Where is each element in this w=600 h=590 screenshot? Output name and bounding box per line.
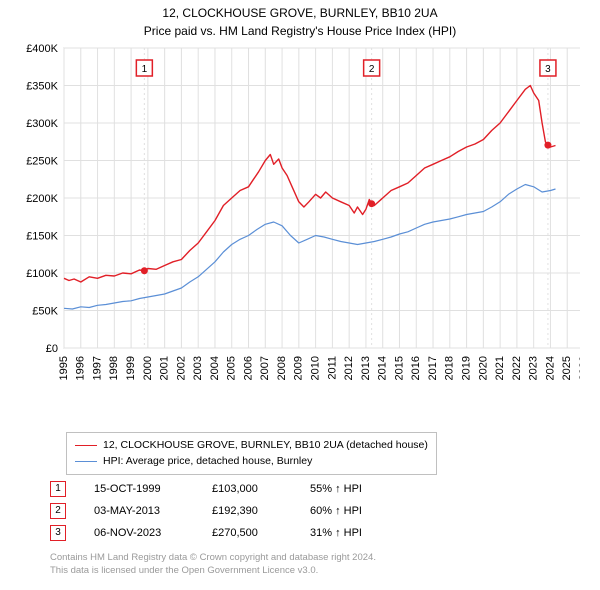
- y-tick-label: £400K: [26, 43, 58, 55]
- chart-title-line1: 12, CLOCKHOUSE GROVE, BURNLEY, BB10 2UA: [0, 0, 600, 22]
- x-tick-label: 2001: [159, 356, 171, 380]
- sale-point-marker: [141, 267, 148, 274]
- legend-swatch-hpi: [75, 461, 97, 462]
- sales-row: 2 03-MAY-2013 £192,390 60% ↑ HPI: [50, 500, 390, 522]
- legend-item-property: 12, CLOCKHOUSE GROVE, BURNLEY, BB10 2UA …: [75, 438, 428, 454]
- x-tick-label: 2010: [310, 356, 322, 380]
- y-tick-label: £300K: [26, 118, 58, 130]
- sales-row: 3 06-NOV-2023 £270,500 31% ↑ HPI: [50, 522, 390, 544]
- y-tick-label: £50K: [32, 305, 58, 317]
- price-chart: £0 £50K £100K £150K £200K £250K £300K £350K £400…: [20, 38, 580, 428]
- x-tick-label: 2019: [460, 356, 472, 380]
- y-tick-label: £200K: [26, 193, 58, 205]
- legend-label-hpi: HPI: Average price, detached house, Burn…: [103, 454, 312, 470]
- sale-marker-flag: 2: [369, 64, 375, 75]
- x-tick-label: 2013: [360, 356, 372, 380]
- x-tick-label: 2006: [242, 356, 254, 380]
- x-tick-label: 2008: [276, 356, 288, 380]
- x-tick-label: 2020: [477, 356, 489, 380]
- y-tick-label: £250K: [26, 155, 58, 167]
- sale-price: £192,390: [212, 505, 282, 517]
- x-tick-label: 1999: [125, 356, 137, 380]
- sales-table: 1 15-OCT-1999 £103,000 55% ↑ HPI 2 03-MAY-201…: [50, 478, 390, 544]
- y-tick-label: £0: [46, 343, 58, 355]
- x-tick-label: 2003: [192, 356, 204, 380]
- legend-swatch-property: [75, 445, 97, 446]
- x-tick-label: 2022: [511, 356, 523, 380]
- sale-price: £103,000: [212, 483, 282, 495]
- x-tick-label: 1997: [91, 356, 103, 380]
- x-tick-label: 2026: [578, 356, 580, 380]
- chart-title-line2: Price paid vs. HM Land Registry's House …: [0, 22, 600, 38]
- sale-vs-hpi: 55% ↑ HPI: [310, 483, 390, 495]
- sale-marker-icon: 2: [50, 503, 66, 519]
- chart-container: £0 £50K £100K £150K £200K £250K £300K £350K £400…: [20, 38, 580, 428]
- sale-date: 06-NOV-2023: [94, 527, 184, 539]
- legend-label-property: 12, CLOCKHOUSE GROVE, BURNLEY, BB10 2UA …: [103, 438, 428, 454]
- sale-marker-icon: 1: [50, 481, 66, 497]
- x-tick-label: 1996: [75, 356, 87, 380]
- sale-marker-icon: 3: [50, 525, 66, 541]
- footnote-line2: This data is licensed under the Open Gov…: [50, 565, 376, 578]
- x-tick-label: 2009: [293, 356, 305, 380]
- x-tick-label: 2014: [377, 356, 389, 380]
- legend-item-hpi: HPI: Average price, detached house, Burn…: [75, 454, 428, 470]
- x-tick-label: 2011: [326, 356, 338, 380]
- y-tick-label: £350K: [26, 80, 58, 92]
- sale-marker-flag: 1: [142, 64, 148, 75]
- sale-point-marker: [544, 141, 551, 148]
- x-tick-label: 1995: [58, 356, 70, 380]
- legend-box: 12, CLOCKHOUSE GROVE, BURNLEY, BB10 2UA …: [66, 432, 437, 475]
- sale-marker-flag: 3: [545, 64, 551, 75]
- sale-price: £270,500: [212, 527, 282, 539]
- sale-vs-hpi: 60% ↑ HPI: [310, 505, 390, 517]
- footnote-line1: Contains HM Land Registry data © Crown c…: [50, 552, 376, 565]
- x-tick-label: 1998: [108, 356, 120, 380]
- x-tick-label: 2016: [410, 356, 422, 380]
- y-tick-label: £100K: [26, 268, 58, 280]
- x-tick-label: 2007: [259, 356, 271, 380]
- x-tick-label: 2024: [544, 356, 556, 380]
- footnote: Contains HM Land Registry data © Crown c…: [50, 552, 376, 578]
- x-tick-label: 2000: [142, 356, 154, 380]
- x-tick-label: 2002: [175, 356, 187, 380]
- x-tick-label: 2018: [444, 356, 456, 380]
- x-tick-label: 2015: [393, 356, 405, 380]
- sale-vs-hpi: 31% ↑ HPI: [310, 527, 390, 539]
- x-tick-label: 2025: [561, 356, 573, 380]
- sales-row: 1 15-OCT-1999 £103,000 55% ↑ HPI: [50, 478, 390, 500]
- x-tick-label: 2005: [226, 356, 238, 380]
- x-tick-label: 2021: [494, 356, 506, 380]
- sale-point-marker: [368, 200, 375, 207]
- x-tick-label: 2023: [528, 356, 540, 380]
- sale-date: 15-OCT-1999: [94, 483, 184, 495]
- sale-date: 03-MAY-2013: [94, 505, 184, 517]
- x-tick-label: 2017: [427, 356, 439, 380]
- x-tick-label: 2004: [209, 356, 221, 380]
- y-tick-label: £150K: [26, 230, 58, 242]
- x-tick-label: 2012: [343, 356, 355, 380]
